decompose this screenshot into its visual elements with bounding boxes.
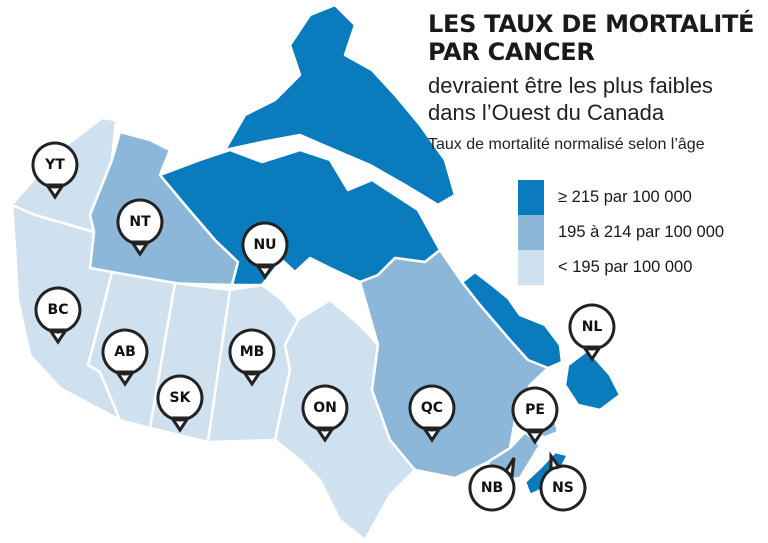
pin-sk[interactable]: SK [156,374,204,433]
title-line-1: LES TAUX DE MORTALITÉ [428,10,755,38]
legend: ≥ 215 par 100 000 195 à 214 par 100 000 … [518,180,724,285]
title-line-2: PAR CANCER [428,38,595,66]
region-nl [460,270,564,370]
pin-bc-label: BC [48,302,69,318]
pin-nu-label: NU [253,237,276,253]
pin-nl-label: NL [582,319,603,335]
pin-nt[interactable]: NT [116,198,164,257]
pin-pe[interactable]: PE [511,386,559,445]
pin-nl[interactable]: NL [568,303,616,362]
legend-swatch-low [518,250,544,285]
region-nu-islands [223,3,457,207]
pin-nb-label: NB [481,480,503,496]
pin-ab-label: AB [114,344,136,360]
legend-heading: Taux de mortalité normalisé selon l’âge [428,136,705,153]
legend-row-mid: 195 à 214 par 100 000 [518,215,724,250]
pin-yt-label: YT [44,157,65,173]
pin-sk-label: SK [170,390,192,406]
title-block: LES TAUX DE MORTALITÉ PAR CANCER devraie… [428,10,763,154]
pin-nt-label: NT [129,214,151,230]
pin-nb[interactable]: NB [468,457,516,512]
pin-qc-label: QC [421,400,443,416]
pin-mb-label: MB [240,344,265,360]
legend-swatch-high [518,180,544,215]
subtitle-line-2: dans l’Ouest du Canada [428,100,665,125]
pin-mb[interactable]: MB [228,328,276,387]
pin-pe-label: PE [525,402,545,418]
pin-yt[interactable]: YT [31,141,79,200]
pin-ns-label: NS [552,480,574,496]
legend-swatch-mid [518,215,544,250]
legend-row-low: < 195 par 100 000 [518,250,724,285]
pin-ns[interactable]: NS [539,451,587,512]
legend-label-high: ≥ 215 par 100 000 [558,188,692,206]
subtitle-line-1: devraient être les plus faibles [428,73,713,98]
pin-nu[interactable]: NU [241,221,289,280]
pin-on-label: ON [313,400,337,416]
legend-label-mid: 195 à 214 par 100 000 [558,223,725,241]
pin-on[interactable]: ON [301,384,349,443]
pin-qc[interactable]: QC [408,384,456,443]
legend-label-low: < 195 par 100 000 [558,258,693,276]
pin-bc[interactable]: BC [34,286,82,345]
legend-row-high: ≥ 215 par 100 000 [518,180,724,215]
pin-ab[interactable]: AB [101,328,149,387]
